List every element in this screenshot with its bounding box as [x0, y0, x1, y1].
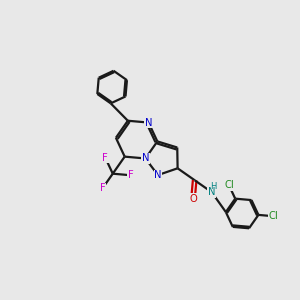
- Text: N: N: [154, 170, 162, 180]
- Text: F: F: [100, 183, 106, 193]
- Text: F: F: [128, 170, 133, 180]
- Text: O: O: [189, 194, 197, 204]
- Text: Cl: Cl: [224, 180, 234, 190]
- Text: N: N: [145, 118, 152, 128]
- Text: H: H: [208, 188, 215, 197]
- Text: N: N: [142, 154, 149, 164]
- Text: F: F: [102, 153, 108, 163]
- Text: Cl: Cl: [268, 211, 278, 221]
- Text: H: H: [210, 182, 216, 191]
- Text: N: N: [208, 187, 215, 197]
